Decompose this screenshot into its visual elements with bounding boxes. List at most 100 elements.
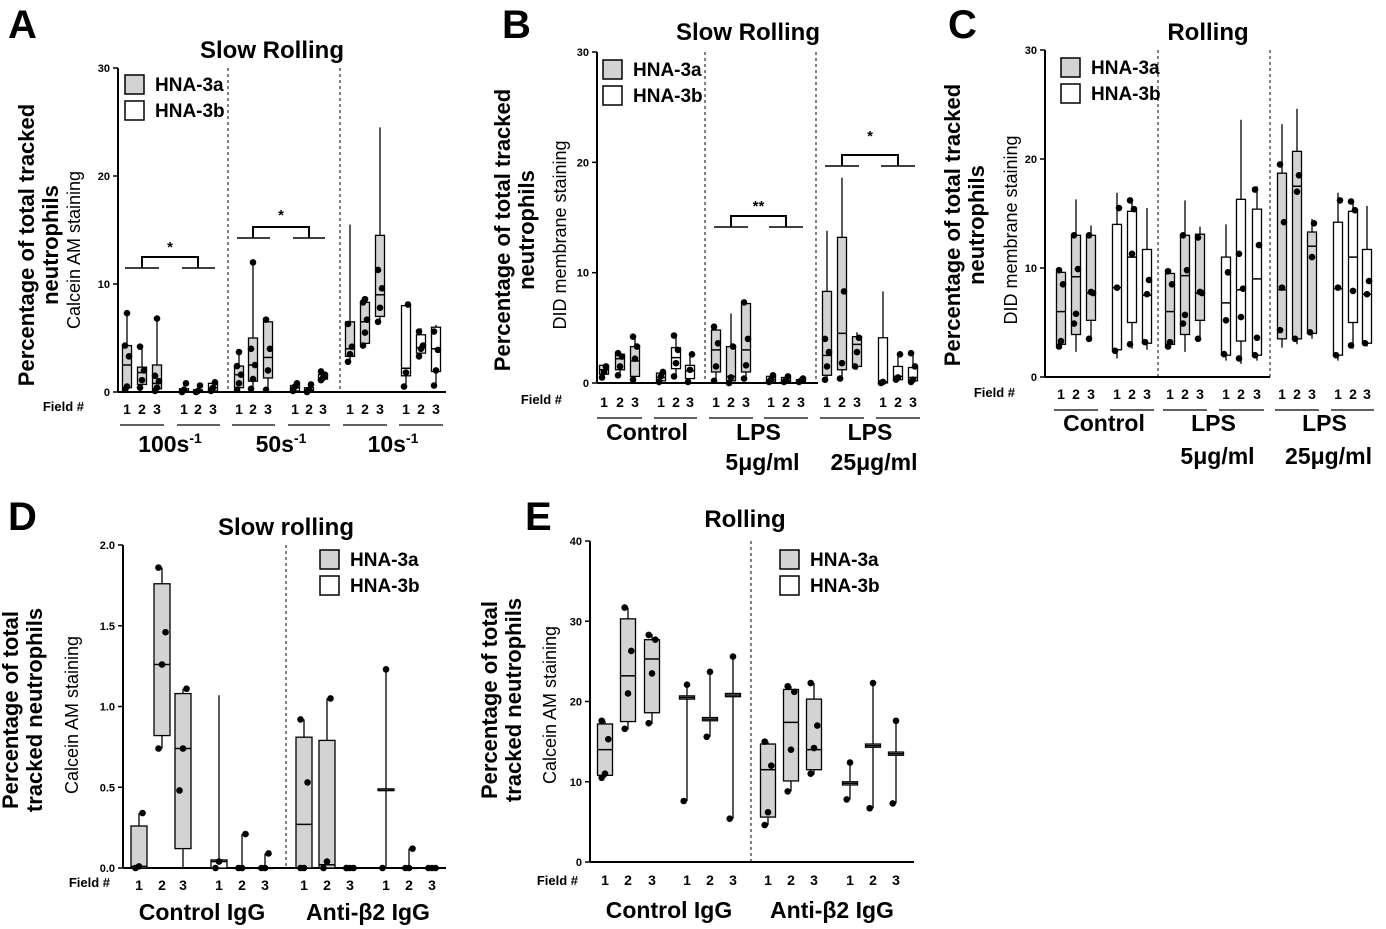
data-point	[784, 788, 791, 795]
data-point	[853, 348, 861, 356]
y-tick-label: 1.0	[100, 702, 115, 714]
data-point	[343, 864, 350, 872]
field-number: 3	[319, 401, 327, 417]
group-label: Anti-β2 IgG	[306, 899, 430, 925]
data-point	[846, 759, 854, 766]
data-point	[1130, 205, 1138, 213]
data-point	[237, 371, 245, 379]
field-number: 3	[1253, 386, 1261, 402]
data-point	[235, 380, 243, 387]
box-hna-3a	[1070, 234, 1082, 336]
field-number: 2	[158, 877, 166, 893]
field-number: 2	[249, 401, 257, 417]
data-point	[409, 845, 416, 852]
field-number: 3	[153, 401, 161, 417]
group-label-line2: 25μg/ml	[831, 449, 918, 475]
field-number: 3	[1087, 386, 1095, 402]
data-point	[1164, 267, 1172, 275]
data-point	[376, 304, 384, 312]
data-point	[1070, 232, 1078, 239]
data-point	[153, 315, 161, 322]
box-hna-3a	[1306, 231, 1318, 335]
data-point	[1278, 284, 1286, 291]
data-point	[1085, 232, 1093, 239]
y-tick-label: 20	[98, 171, 110, 183]
data-point	[153, 384, 161, 391]
legend-label: HNA-3b	[810, 576, 880, 597]
box-hna-3a	[1085, 234, 1097, 321]
field-number: 2	[782, 394, 790, 410]
y-tick-label: 30	[1025, 45, 1037, 57]
field-number: 1	[1222, 386, 1230, 402]
legend-swatch	[779, 549, 800, 570]
field-number: 1	[1334, 386, 1342, 402]
legend-swatch	[124, 100, 145, 121]
field-number: 1	[1113, 386, 1121, 402]
data-point	[1141, 338, 1149, 346]
y-axis-label-line: Percentage of total tracked	[940, 84, 965, 366]
data-point	[851, 363, 859, 370]
data-point	[1179, 320, 1187, 327]
box-hna-3a	[1291, 150, 1303, 340]
field-number: 2	[1128, 386, 1136, 402]
data-point	[909, 376, 917, 383]
legend-label: HNA-3b	[633, 86, 703, 107]
box-hna-3a	[174, 692, 192, 850]
data-point	[139, 809, 146, 817]
field-number: 3	[686, 394, 694, 410]
field-number: 3	[892, 872, 900, 888]
legend-label: HNA-3a	[810, 550, 879, 571]
data-point	[652, 636, 659, 644]
data-point	[911, 363, 919, 370]
data-point	[1334, 284, 1342, 291]
sig-label: *	[867, 128, 873, 145]
field-number: 2	[869, 872, 877, 888]
field-label: Field #	[974, 385, 1016, 400]
data-point	[892, 717, 900, 725]
y-tick-label: 0.0	[100, 863, 115, 875]
data-point	[123, 309, 131, 317]
legend: HNA-3a HNA-3b	[602, 59, 703, 107]
field-number: 2	[1237, 386, 1245, 402]
chart-title: Slow Rolling	[200, 37, 344, 64]
data-point	[1111, 347, 1119, 355]
y-axis-label-line: Percentage of total tracked	[14, 104, 39, 386]
data-point	[784, 682, 791, 690]
box-hna-3b	[1126, 210, 1138, 324]
data-point	[1183, 266, 1191, 274]
data-point	[624, 690, 632, 697]
group-label: Control	[606, 419, 688, 445]
data-point	[261, 864, 269, 872]
group-label-line2: 5μg/ml	[1180, 443, 1254, 469]
field-number: 1	[402, 401, 410, 417]
chart-title: Slow rolling	[218, 514, 354, 541]
data-point	[621, 604, 628, 611]
group-label: 10s-1	[368, 430, 419, 457]
data-point	[1310, 220, 1318, 227]
data-point	[212, 864, 219, 872]
data-point	[415, 328, 423, 335]
data-point	[1308, 253, 1316, 261]
data-point	[631, 355, 639, 363]
legend-swatch	[602, 85, 623, 106]
field-number: 1	[767, 394, 775, 410]
data-point	[879, 378, 887, 386]
data-point	[123, 383, 131, 390]
y-tick-label: 10	[98, 279, 110, 291]
data-point	[710, 323, 718, 331]
data-point	[176, 787, 183, 794]
group-label: Control IgG	[139, 899, 265, 925]
data-point	[180, 386, 188, 394]
y-tick-label: 0	[583, 378, 589, 390]
legend-label: HNA-3a	[350, 550, 419, 571]
y-tick-label: 0.5	[100, 782, 115, 794]
data-point	[348, 343, 356, 350]
sig-bracket	[730, 215, 787, 227]
y-axis-sublabel: DID membrane staining	[1001, 135, 1021, 324]
data-point	[645, 719, 652, 727]
data-point	[155, 377, 163, 385]
data-point	[379, 864, 386, 872]
data-point	[323, 858, 331, 865]
data-point	[614, 349, 622, 357]
data-point	[621, 725, 628, 733]
